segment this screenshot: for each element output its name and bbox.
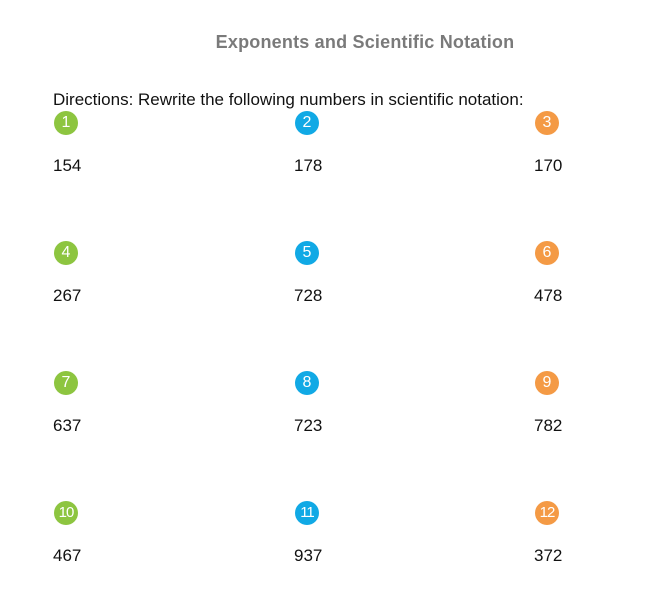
problem-value: 372 (534, 546, 563, 565)
problem-value: 782 (534, 416, 563, 435)
problem-number-badge: 8 (295, 371, 319, 395)
problem-11: 11 937 (294, 501, 415, 581)
problem-number-badge: 5 (295, 241, 319, 265)
problem-number-badge: 7 (54, 371, 78, 395)
problem-6: 6 478 (534, 241, 655, 321)
problem-value: 728 (294, 286, 323, 305)
problem-number-badge: 3 (535, 111, 559, 135)
problem-number-badge: 9 (535, 371, 559, 395)
directions-text: Directions: Rewrite the following number… (53, 90, 524, 109)
problem-value: 170 (534, 156, 563, 175)
problem-value: 267 (53, 286, 82, 305)
problem-10: 10 467 (53, 501, 174, 581)
problem-4: 4 267 (53, 241, 174, 321)
problem-number-badge: 12 (535, 501, 559, 525)
problem-number-badge: 4 (54, 241, 78, 265)
problem-value: 478 (534, 286, 563, 305)
problem-number-badge: 1 (54, 111, 78, 135)
problem-number-badge: 10 (54, 501, 78, 525)
problem-9: 9 782 (534, 371, 655, 451)
problem-number-badge: 11 (295, 501, 319, 525)
problem-value: 723 (294, 416, 323, 435)
problem-value: 178 (294, 156, 323, 175)
problem-value: 467 (53, 546, 82, 565)
problem-7: 7 637 (53, 371, 174, 451)
problem-5: 5 728 (294, 241, 415, 321)
problem-12: 12 372 (534, 501, 655, 581)
problem-value: 937 (294, 546, 323, 565)
problem-number-badge: 6 (535, 241, 559, 265)
problem-value: 154 (53, 156, 82, 175)
problem-3: 3 170 (534, 111, 655, 191)
problem-value: 637 (53, 416, 82, 435)
problem-2: 2 178 (294, 111, 415, 191)
problem-8: 8 723 (294, 371, 415, 451)
page-title: Exponents and Scientific Notation (215, 32, 515, 53)
problem-1: 1 154 (53, 111, 174, 191)
problem-number-badge: 2 (295, 111, 319, 135)
